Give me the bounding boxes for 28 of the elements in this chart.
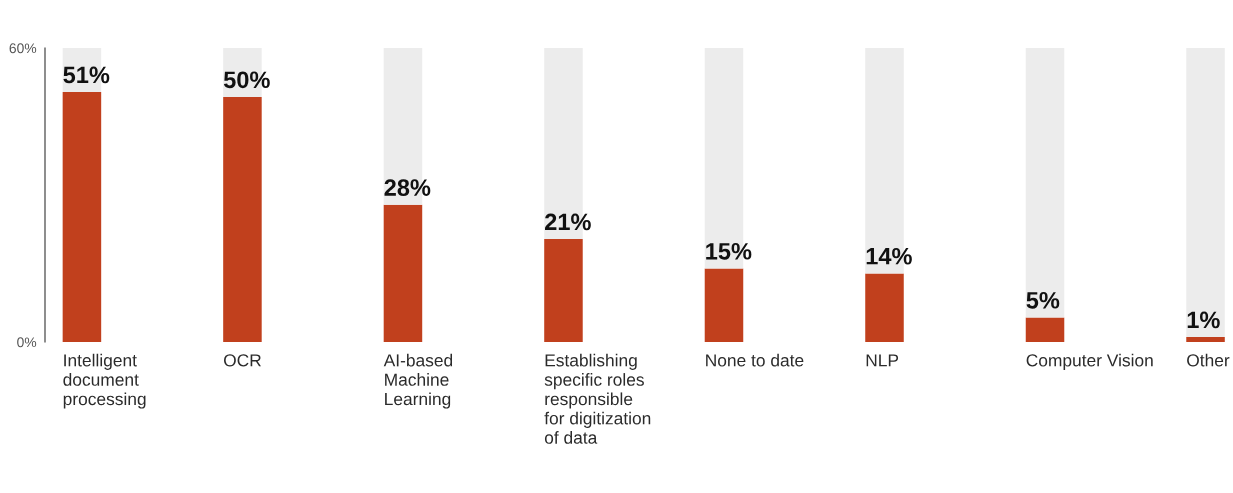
data-label: 21% [545, 213, 591, 231]
x-tick-label: Computer Vision [1026, 353, 1153, 370]
x-tick-label: None to date [706, 353, 804, 367]
data-label: 15% [706, 243, 752, 260]
data-label: 1% [1187, 311, 1220, 329]
bar [383, 204, 423, 342]
bar [62, 92, 102, 342]
x-tick-label: Other [1187, 353, 1230, 367]
data-label: 50% [223, 71, 270, 89]
bar [865, 273, 904, 342]
data-label: 5% [1026, 292, 1060, 309]
bar [544, 239, 583, 342]
x-tick-label: Establishing specific roles responsible for digitization of data [544, 353, 651, 444]
bar [1025, 48, 1065, 318]
bar [1186, 337, 1225, 342]
x-tick-label: OCR [223, 354, 261, 367]
data-label: 28% [384, 179, 431, 196]
bar [704, 268, 744, 342]
data-label: 14% [866, 247, 912, 265]
bar [223, 97, 262, 342]
bar [1186, 48, 1225, 338]
x-tick-label: NLP [866, 354, 899, 367]
x-tick-label: Intelligent document processing [63, 353, 146, 409]
y-tick-label: 0% [17, 337, 37, 348]
bar [1025, 317, 1065, 342]
data-label: 51% [63, 66, 110, 84]
x-tick-label: AI-based Machine Learning [383, 353, 453, 409]
y-tick-label: 60% [9, 43, 37, 54]
